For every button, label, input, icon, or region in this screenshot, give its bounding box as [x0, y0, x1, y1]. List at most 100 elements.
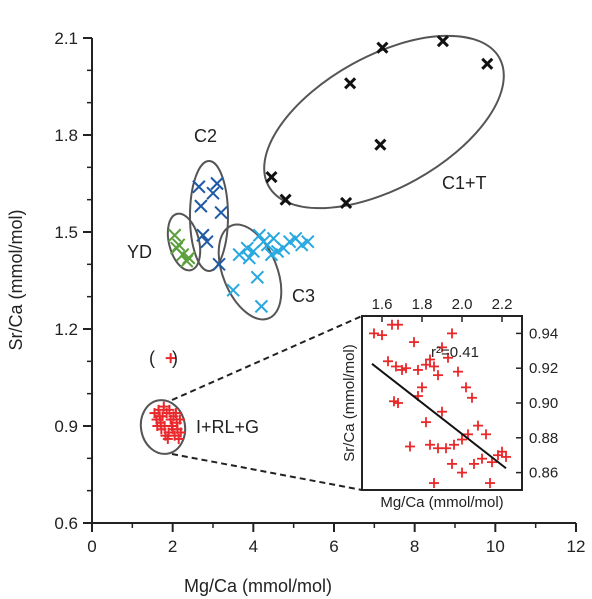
- inset-x-tick-label: 2.0: [452, 296, 473, 313]
- plus-marker: [449, 439, 459, 450]
- plus-marker: [443, 352, 453, 363]
- plus-marker: [405, 441, 415, 452]
- x-marker: [374, 138, 387, 151]
- plus-marker: [457, 434, 467, 445]
- plus-marker: [170, 408, 181, 419]
- x-tick-label: 12: [567, 537, 586, 556]
- x-marker: [250, 270, 265, 284]
- x-marker: [264, 247, 279, 262]
- inset-x-axis-title: Mg/Ca (mmol/mol): [380, 494, 503, 511]
- inset-chart: 1.6 1.8 2.0 2.2 0.86 0.88 0.90 0.92 0.94 r²=0.4…: [341, 296, 558, 511]
- plus-marker: [485, 478, 495, 489]
- inset-y-tick-label: 0.92: [529, 360, 558, 377]
- plus-marker: [164, 404, 175, 415]
- x-marker: [214, 205, 228, 220]
- y-tick-label: 0.9: [54, 417, 78, 436]
- x-marker: [212, 257, 226, 272]
- plus-marker: [173, 433, 184, 444]
- x-marker: [242, 251, 257, 265]
- connector-upper: [171, 315, 363, 401]
- y-tick-label: 1.5: [54, 223, 78, 242]
- inset-y-tick-label: 0.88: [529, 430, 558, 447]
- label-irlg: I+RL+G: [196, 417, 259, 437]
- ellipse-irlg: [139, 399, 187, 455]
- x-marker: [436, 35, 449, 48]
- plus-marker: [437, 342, 447, 353]
- x-axis-title: Mg/Ca (mmol/mol): [184, 576, 332, 596]
- plus-marker: [461, 382, 471, 393]
- plus-marker: [447, 328, 457, 339]
- x-tick-label: 6: [329, 537, 338, 556]
- x-marker: [180, 254, 194, 268]
- x-tick-label: 8: [410, 537, 419, 556]
- y-tick-label: 2.1: [54, 29, 78, 48]
- x-marker: [340, 196, 353, 209]
- x-marker: [200, 234, 214, 249]
- x-marker: [254, 299, 269, 314]
- plus-marker: [453, 366, 463, 377]
- plus-marker: [154, 411, 165, 422]
- plus-marker: [473, 420, 483, 431]
- plus-marker: [162, 433, 173, 444]
- plus-marker: [401, 363, 411, 374]
- plus-marker: [172, 424, 183, 435]
- plus-marker: [425, 354, 435, 365]
- plus-marker: [429, 478, 439, 489]
- plus-marker: [391, 361, 401, 372]
- inset-x-ticks: 1.6 1.8 2.0 2.2: [372, 296, 513, 322]
- group-ellipses: [139, 34, 505, 455]
- x-marker: [167, 228, 182, 242]
- label-c2: C2: [194, 126, 217, 146]
- plus-marker: [481, 429, 491, 440]
- x-tick-label: 2: [168, 537, 177, 556]
- plus-marker: [393, 319, 403, 330]
- x-marker: [376, 41, 389, 54]
- main-axes: 0 2 4 6 8 10 12 0.6 0.9 1.2 1.5 1.8 2.1: [54, 29, 585, 556]
- plus-marker: [497, 446, 507, 457]
- plus-marker: [369, 328, 379, 339]
- x-marker: [196, 228, 210, 242]
- x-marker: [192, 180, 206, 194]
- x-marker: [252, 228, 267, 242]
- connector-lower: [171, 453, 363, 491]
- plus-marker: [467, 392, 477, 403]
- x-ticks: 0 2 4 6 8 10 12: [87, 523, 585, 556]
- x-marker: [279, 193, 292, 206]
- inset-x-tick-label: 1.6: [372, 296, 393, 313]
- label-c3: C3: [292, 286, 315, 306]
- x-marker: [194, 199, 208, 213]
- x-marker: [169, 241, 184, 255]
- plus-marker: [421, 417, 431, 428]
- x-tick-label: 10: [486, 537, 505, 556]
- y-axis-title: Sr/Ca (mmol/mol): [6, 209, 26, 350]
- plus-marker: [433, 370, 443, 381]
- plus-marker: [377, 330, 387, 341]
- plus-marker: [153, 404, 164, 415]
- plus-marker: [413, 364, 423, 375]
- plus-marker: [421, 359, 431, 370]
- inset-r2-annotation: r²=0.41: [431, 344, 479, 361]
- plus-marker: [158, 401, 169, 412]
- plus-marker: [174, 414, 185, 425]
- plus-marker: [429, 361, 439, 372]
- y-ticks: 0.6 0.9 1.2 1.5 1.8 2.1: [54, 29, 92, 533]
- plus-marker: [487, 457, 497, 468]
- inset-y-tick-label: 0.90: [529, 395, 558, 412]
- plus-marker: [393, 398, 403, 408]
- x-marker: [265, 170, 278, 184]
- inset-frame: [361, 315, 523, 491]
- x-tick-label: 4: [249, 537, 258, 556]
- ellipse-c2: [189, 160, 229, 272]
- ellipse-c3: [217, 223, 283, 321]
- plus-marker: [152, 421, 163, 431]
- outlier-paren-right: ): [172, 348, 178, 368]
- inset-x-tick-label: 2.2: [492, 296, 513, 313]
- plus-marker: [469, 458, 479, 469]
- inset-y-axis-title: Sr/Ca (mmol/mol): [341, 344, 358, 462]
- x-marker: [226, 283, 240, 297]
- plus-marker: [166, 421, 177, 431]
- x-marker: [301, 234, 315, 249]
- inset-y-tick-label: 0.86: [529, 465, 558, 482]
- label-c1t: C1+T: [442, 173, 487, 193]
